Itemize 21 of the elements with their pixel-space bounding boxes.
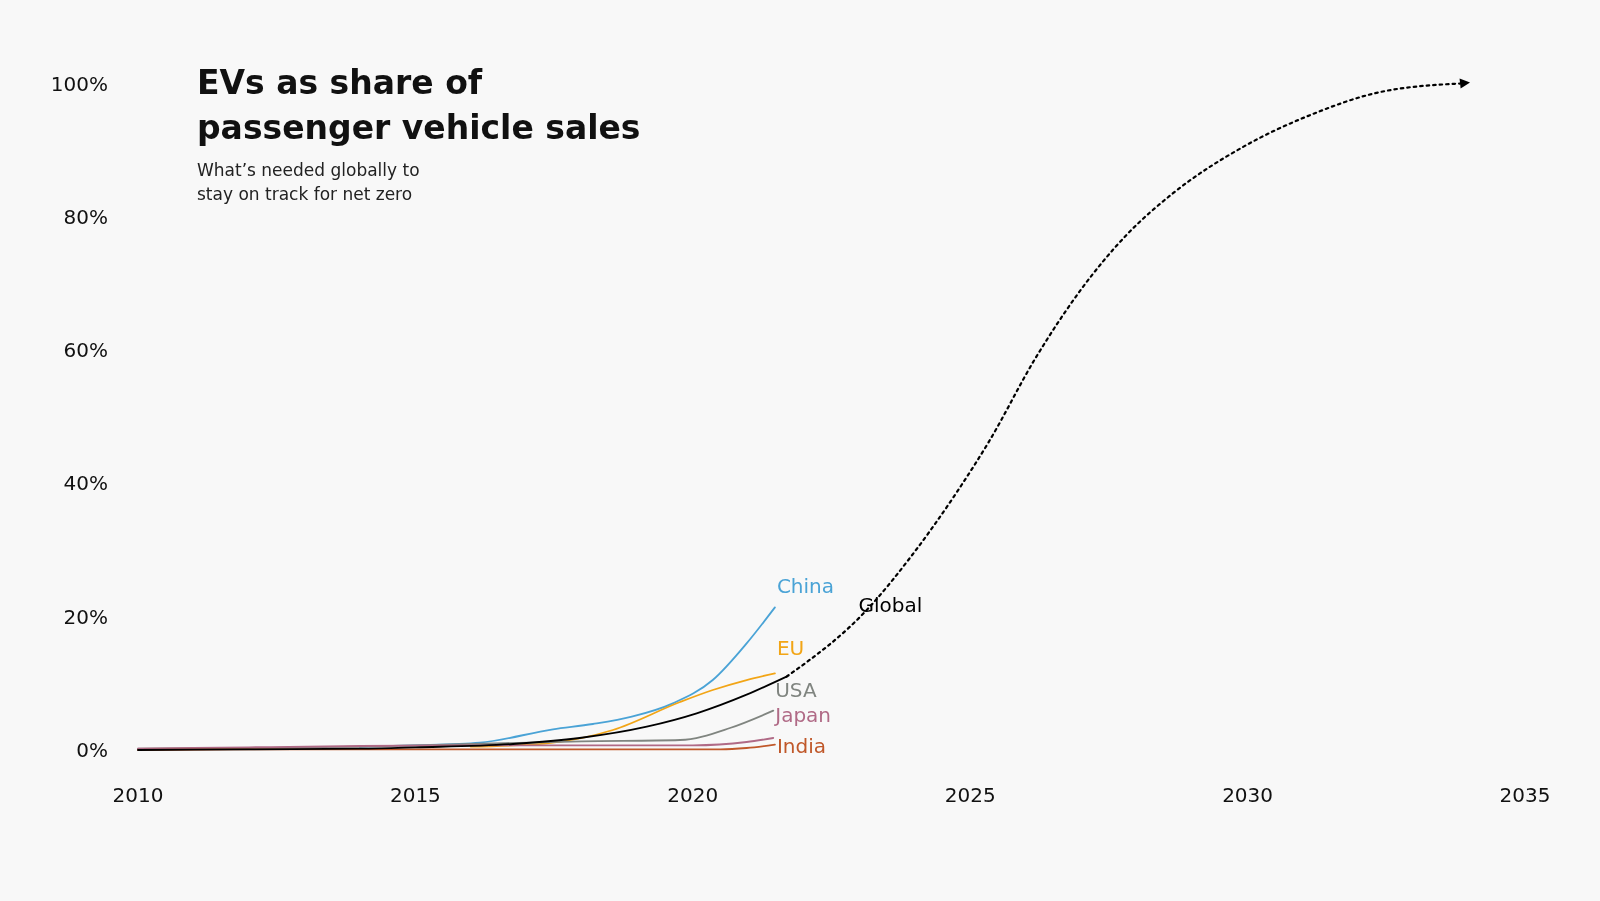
y-tick-label: 0% <box>76 738 108 762</box>
series-label: India <box>776 733 826 758</box>
x-tick-label: 2030 <box>1222 783 1274 807</box>
series-label: Japan <box>773 703 832 727</box>
series-label: USA <box>775 677 817 702</box>
y-tick-label: 60% <box>63 338 108 363</box>
chart-title: EVs as share of passenger vehicle sales <box>197 63 641 147</box>
x-tick-label: 2035 <box>1499 783 1551 807</box>
x-tick-label: 2015 <box>389 783 441 807</box>
y-tick-label: 20% <box>63 604 108 629</box>
x-tick-label: 2025 <box>944 783 996 807</box>
series-label: China <box>776 574 835 599</box>
line-series <box>137 737 775 750</box>
y-tick-label: 40% <box>63 471 108 496</box>
text: What’s needed globally to stay on track for net zero <box>197 160 420 204</box>
x-tick-label: 2010 <box>112 783 164 807</box>
y-tick-label: 80% <box>63 204 108 229</box>
y-tick-label: 100% <box>50 71 108 96</box>
x-tick-label: 2020 <box>667 783 719 807</box>
series-label: EU <box>776 636 805 661</box>
text: Global <box>858 592 923 617</box>
